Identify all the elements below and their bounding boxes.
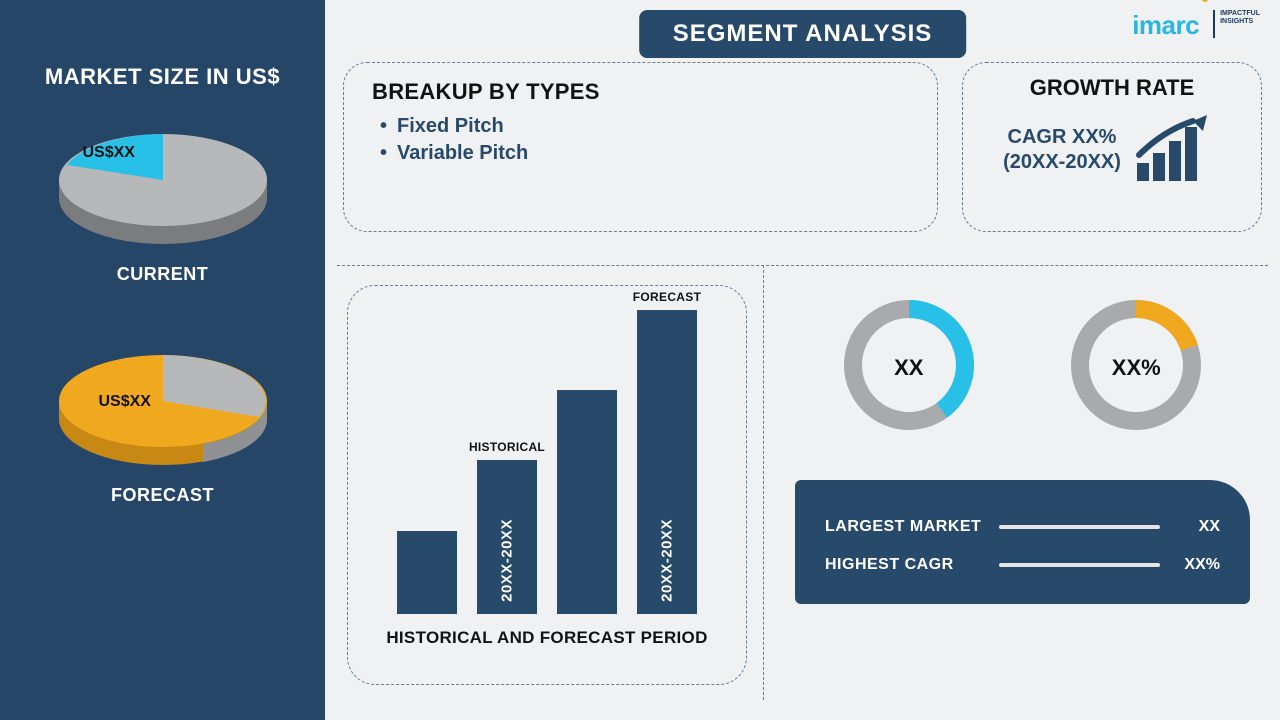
info-bar [999, 525, 1160, 529]
donut-right-value: XX% [1112, 355, 1161, 381]
sidebar-heading: MARKET SIZE IN US$ [45, 64, 280, 90]
historical-title: HISTORICAL AND FORECAST PERIOD [386, 628, 707, 648]
bar [397, 531, 457, 614]
types-item: Fixed Pitch [380, 115, 909, 138]
donuts-row: XX XX% [795, 300, 1250, 435]
page-title: SEGMENT ANALYSIS [639, 10, 967, 58]
pie-current-label: CURRENT [33, 264, 293, 285]
pie-current: US$XX CURRENT [33, 110, 293, 285]
growth-text: CAGR XX% (20XX-20XX) [1003, 125, 1121, 175]
bar-inner-label: 20XX-20XX [499, 519, 516, 602]
info-label: HIGHEST CAGR [825, 556, 985, 574]
info-bar [999, 563, 1160, 567]
donut-left: XX [844, 300, 974, 435]
types-box: BREAKUP BY TYPES Fixed Pitch Variable Pi… [343, 62, 938, 232]
historical-bars: 20XX-20XXHISTORICAL20XX-20XXFORECAST [377, 294, 717, 614]
info-row: HIGHEST CAGR XX% [825, 556, 1220, 574]
growth-chart-icon [1133, 111, 1221, 189]
info-value: XX% [1174, 556, 1220, 574]
types-list: Fixed Pitch Variable Pitch [372, 115, 909, 165]
bar: 20XX-20XX [477, 460, 537, 614]
info-label: LARGEST MARKET [825, 518, 985, 536]
bar [557, 390, 617, 614]
logo-dot-icon [1202, 0, 1208, 2]
bar-inner-label: 20XX-20XX [659, 519, 676, 602]
pie-forecast: US$XX FORECAST [33, 331, 293, 506]
historical-box: 20XX-20XX HISTORICAL 20XX-20XX FORECAST HIS… [347, 285, 747, 685]
bar-top-label: HISTORICAL [469, 440, 545, 454]
main-content: SEGMENT ANALYSIS imarc IMPACTFUL INSIGHT… [325, 0, 1280, 720]
pie-current-value: US$XX [83, 144, 135, 162]
growth-box: GROWTH RATE CAGR XX% (20XX-20XX) [962, 62, 1262, 232]
logo-divider [1213, 10, 1215, 38]
vertical-divider [763, 265, 764, 700]
donut-right: XX% [1071, 300, 1201, 435]
info-card: LARGEST MARKET XX HIGHEST CAGR XX% [795, 480, 1250, 604]
pie-forecast-label: FORECAST [33, 485, 293, 506]
sidebar: MARKET SIZE IN US$ US$XX CURRENT [0, 0, 325, 720]
bar: 20XX-20XX [637, 310, 697, 614]
bar-top-label: FORECAST [633, 290, 701, 304]
types-title: BREAKUP BY TYPES [372, 79, 909, 105]
logo-text: imarc [1132, 10, 1199, 41]
horizontal-divider [337, 265, 1268, 266]
pie-forecast-value: US$XX [99, 393, 151, 411]
info-value: XX [1174, 518, 1220, 536]
types-item: Variable Pitch [380, 142, 909, 165]
growth-title: GROWTH RATE [1030, 75, 1195, 101]
donut-left-value: XX [894, 355, 923, 381]
logo-tagline: IMPACTFUL INSIGHTS [1220, 10, 1260, 25]
info-row: LARGEST MARKET XX [825, 518, 1220, 536]
brand-logo: imarc IMPACTFUL INSIGHTS [1132, 10, 1260, 41]
